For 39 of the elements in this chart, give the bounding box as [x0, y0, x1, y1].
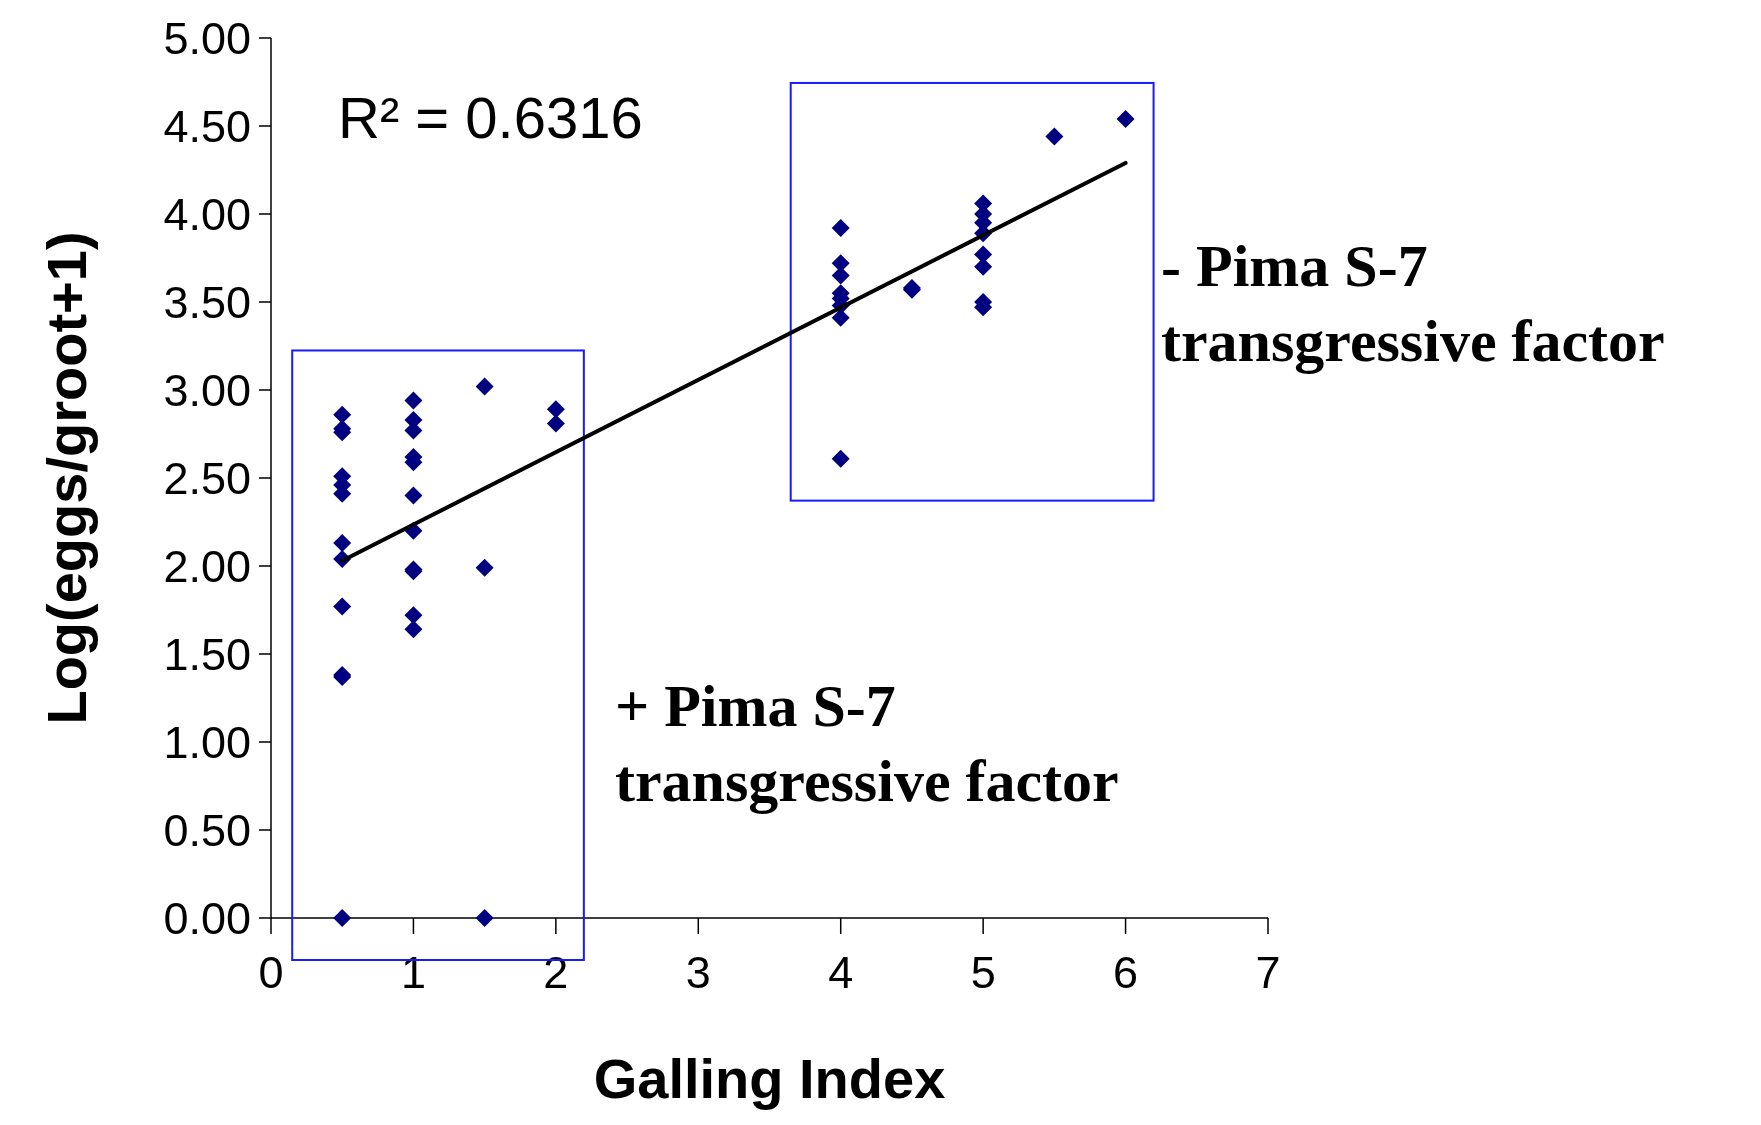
y-tick-label: 5.00: [163, 12, 251, 64]
annotation: + Pima S-7 transgressive factor: [615, 673, 1119, 814]
annotation: R² = 0.6316: [338, 85, 643, 150]
y-tick-label: 4.50: [163, 100, 251, 152]
y-tick-label: 4.00: [163, 188, 251, 240]
x-tick-label: 3: [685, 947, 711, 998]
x-tick-label: 5: [970, 947, 996, 998]
point: [831, 449, 850, 468]
point: [333, 405, 352, 424]
point: [475, 377, 494, 396]
point: [831, 219, 850, 238]
y-tick-label: 3.50: [163, 276, 251, 328]
y-tick-label: 2.00: [163, 540, 251, 592]
y-tick-label: 0.00: [163, 892, 251, 944]
point: [475, 558, 494, 577]
y-tick-label: 1.00: [163, 716, 251, 768]
point: [404, 391, 423, 410]
y-tick-label: 1.50: [163, 628, 251, 680]
point: [333, 597, 352, 616]
point: [333, 534, 352, 553]
y-tick-label: 2.50: [163, 452, 251, 504]
y-tick-label: 3.00: [163, 364, 251, 416]
y-tick-label: 0.50: [163, 804, 251, 856]
point: [404, 606, 423, 625]
x-tick-label: 6: [1113, 947, 1139, 998]
point: [404, 620, 423, 639]
point: [475, 909, 494, 927]
annotation: - Pima S-7 transgressive factor: [1161, 233, 1665, 374]
y-axis-title: Log(eggs/groot+1): [35, 231, 98, 725]
x-tick-label: 7: [1255, 947, 1281, 998]
x-tick-label: 0: [258, 947, 284, 998]
point: [333, 909, 352, 927]
x-axis-title: Galling Index: [593, 1047, 946, 1110]
point: [404, 486, 423, 505]
point: [1045, 127, 1064, 146]
point: [546, 414, 565, 433]
point: [546, 400, 565, 419]
x-tick-label: 4: [828, 947, 854, 998]
point: [1116, 109, 1135, 128]
